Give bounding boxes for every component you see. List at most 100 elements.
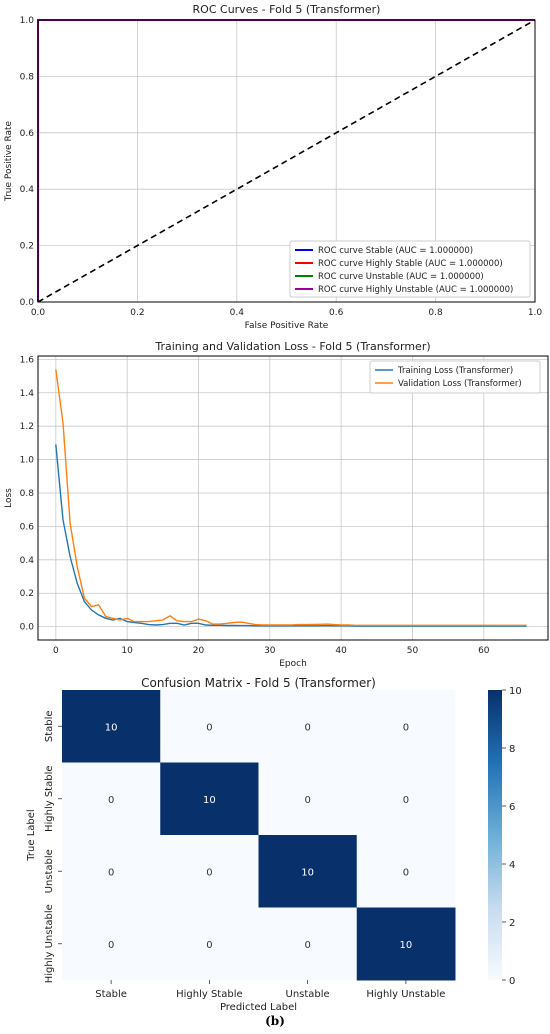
cell-value-label: 0 [108, 795, 114, 806]
y-tick-label: Stable [44, 710, 55, 742]
y-axis-label: Loss [4, 488, 14, 508]
cell-value-label: 0 [108, 940, 114, 951]
x-tick-label: 40 [335, 646, 347, 656]
y-tick-label: Highly Unstable [44, 904, 55, 983]
y-axis-label: True Positive Rate [4, 120, 14, 202]
cell-value-label: 0 [403, 867, 409, 878]
heatmap-cell [62, 762, 161, 836]
y-tick-label: 1.6 [20, 355, 35, 365]
x-tick-label: 20 [193, 646, 205, 656]
heatmap-cell [160, 762, 259, 836]
plot-frame [37, 355, 549, 641]
legend-box [369, 360, 541, 394]
y-tick-label: 0.4 [20, 556, 35, 566]
cell-value-label: 0 [304, 795, 310, 806]
x-tick-label: Highly Stable [176, 989, 243, 1000]
heatmap-cell [160, 835, 259, 908]
heatmap-cell [160, 907, 259, 981]
legend-entry: ROC curve Highly Stable (AUC = 1.000000) [318, 259, 503, 269]
cell-value-label: 10 [203, 795, 216, 806]
colorbar-tick-label: 2 [509, 918, 515, 929]
x-tick-label: Unstable [286, 989, 330, 1000]
cell-value-label: 0 [403, 795, 409, 806]
colorbar-tick-label: 10 [509, 686, 522, 697]
y-tick-label: 0.0 [20, 298, 35, 308]
x-tick-label: 10 [121, 646, 133, 656]
heatmap-cell [258, 835, 358, 908]
legend-entry: Validation Loss (Transformer) [398, 379, 522, 389]
cell-value-label: 10 [105, 722, 118, 733]
confusion-matrix-chart: Confusion Matrix - Fold 5 (Transformer) 1… [26, 676, 522, 1013]
x-tick-label: 1.0 [528, 308, 543, 318]
y-tick-label: 0.8 [20, 72, 35, 82]
y-axis-label: True Label [26, 809, 37, 861]
cell-value-label: 10 [400, 940, 413, 951]
x-tick-label: 0.0 [31, 308, 46, 318]
roc-chart: ROC Curves - Fold 5 (Transformer) 0.0 0.2 0… [4, 3, 543, 331]
x-tick-label: 0.6 [329, 308, 344, 318]
heatmap-cell [356, 762, 456, 836]
heatmap-cell [258, 907, 358, 981]
legend-entry: ROC curve Highly Unstable (AUC = 1.00000… [318, 285, 513, 295]
cell-value-label: 0 [403, 722, 409, 733]
y-tick-label: 1.0 [20, 16, 35, 26]
colorbar-tick-label: 8 [509, 744, 515, 755]
cell-value-label: 0 [304, 722, 310, 733]
colorbar-tick-label: 4 [509, 860, 515, 871]
plot-frame [37, 19, 536, 303]
colorbar-tick-label: 6 [509, 802, 515, 813]
heatmap-cell [62, 907, 161, 981]
heatmap-cell [356, 907, 456, 981]
x-tick-label: 30 [264, 646, 276, 656]
y-tick-label: 0.0 [20, 623, 35, 633]
cell-value-label: 10 [301, 867, 314, 878]
figure-caption: (b) [265, 1014, 285, 1028]
heatmap-cell [258, 762, 358, 836]
y-tick-label: 1.0 [20, 456, 35, 466]
chart-title: Confusion Matrix - Fold 5 (Transformer) [141, 676, 376, 690]
x-axis-label: False Positive Rate [245, 321, 329, 331]
x-tick-label: Stable [95, 989, 127, 1000]
legend-entry: Training Loss (Transformer) [397, 366, 513, 376]
x-axis-label: Epoch [279, 659, 307, 669]
y-tick-label: 0.4 [20, 185, 35, 195]
heatmap-cell [62, 690, 161, 763]
loss-chart: Training and Validation Loss - Fold 5 (T… [4, 340, 549, 669]
y-tick-label: 0.6 [20, 522, 35, 532]
x-tick-label: 0.4 [230, 308, 245, 318]
x-tick-label: 60 [478, 646, 490, 656]
cell-value-label: 0 [206, 867, 212, 878]
cell-value-label: 0 [206, 940, 212, 951]
x-axis-label: Predicted Label [220, 1002, 297, 1013]
x-tick-label: 50 [407, 646, 419, 656]
x-tick-label: 0.8 [428, 308, 443, 318]
heatmap-cell [258, 690, 358, 763]
loss-series-line [55, 444, 527, 627]
x-tick-label: Highly Unstable [366, 989, 445, 1000]
x-tick-label: 0.2 [130, 308, 144, 318]
colorbar-tick-label: 0 [509, 976, 515, 987]
legend-entry: ROC curve Stable (AUC = 1.000000) [318, 246, 473, 256]
y-tick-label: 1.4 [20, 389, 35, 399]
heatmap-cell [356, 690, 456, 763]
y-tick-label: Highly Stable [44, 765, 55, 832]
y-tick-label: Unstable [44, 849, 55, 893]
heatmap-cell [62, 835, 161, 908]
cell-value-label: 0 [206, 722, 212, 733]
legend-entry: ROC curve Unstable (AUC = 1.000000) [318, 272, 484, 282]
chart-title: ROC Curves - Fold 5 (Transformer) [193, 3, 381, 16]
y-tick-label: 0.2 [20, 589, 34, 599]
cell-value-label: 0 [108, 867, 114, 878]
y-tick-label: 0.8 [20, 489, 35, 499]
y-tick-label: 0.6 [20, 129, 35, 139]
cell-value-label: 0 [304, 940, 310, 951]
diagonal-reference-line [37, 19, 536, 303]
chart-title: Training and Validation Loss - Fold 5 (T… [154, 340, 430, 353]
loss-series-line [55, 369, 527, 626]
legend-box [289, 240, 531, 298]
y-tick-label: 1.2 [20, 422, 34, 432]
x-tick-label: 0 [53, 646, 59, 656]
heatmap-cell [160, 690, 259, 763]
y-tick-label: 0.2 [20, 242, 34, 252]
heatmap-cell [356, 835, 456, 908]
